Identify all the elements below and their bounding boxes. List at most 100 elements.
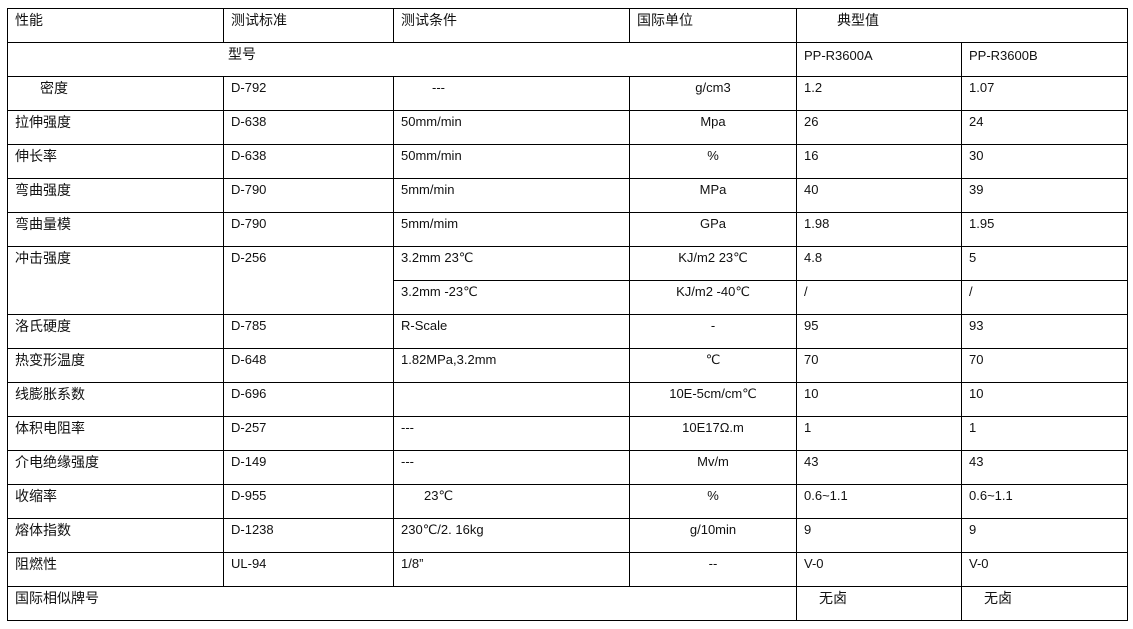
unit-cell: % [629,484,797,519]
standard-cell: D-955 [223,484,394,519]
property-cell: 介电绝缘强度 [7,450,224,485]
condition-cell: 50mm/min [393,144,630,179]
value-a-cell: 9 [796,518,962,553]
value-a-cell: 10 [796,382,962,417]
value-a-cell: 1.98 [796,212,962,247]
value-b-cell: 93 [961,314,1128,349]
unit-cell: Mv/m [629,450,797,485]
condition-cell: --- [393,450,630,485]
value-b-cell: 24 [961,110,1128,145]
table-row: 冲击强度 D-256 3.2mm 23℃ KJ/m2 23℃ 4.8 5 [7,246,1128,315]
value-b-cell: 5 [961,246,1128,281]
table-row: 收缩率 D-955 23℃% 0.6~1.1 0.6~1.1 [7,484,1128,519]
value-b-cell: 1 [961,416,1128,451]
value-b-cell: 10 [961,382,1128,417]
value-a-cell: V-0 [796,552,962,587]
value-a-cell: 43 [796,450,962,485]
table-row: 介电绝缘强度 D-149 --- Mv/m 43 43 [7,450,1128,485]
condition-cell: 1/8” [393,552,630,587]
property-cell: 冲击强度 [7,246,224,315]
condition-cell: 230℃/2. 16kg [393,518,630,553]
similar-grade-b: 无卤 [961,586,1128,621]
unit-cell: KJ/m2 23℃ [629,246,797,281]
condition-cell: R-Scale [393,314,630,349]
property-cell: 弯曲量模 [7,212,224,247]
standard-cell: D-638 [223,144,394,179]
table-row: 密度 D-792 --- g/cm3 1.2 1.07 [7,76,1128,111]
similar-grade-label: 国际相似牌号 [7,586,797,621]
value-a-cell: 16 [796,144,962,179]
value-a-cell: 95 [796,314,962,349]
unit-cell: GPa [629,212,797,247]
standard-cell: D-149 [223,450,394,485]
standard-cell: D-257 [223,416,394,451]
property-cell: 收缩率 [7,484,224,519]
standard-cell: D-790 [223,212,394,247]
table-row: 伸长率 D-638 50mm/min% 16 30 [7,144,1128,179]
unit-cell: g/cm3 [629,76,797,111]
value-b-cell: 1.07 [961,76,1128,111]
property-cell: 弯曲强度 [7,178,224,213]
unit-cell: MPa [629,178,797,213]
table-row: 热变形温度 D-648 1.82MPa,3.2mm ℃ 70 70 [7,348,1128,383]
header-property: 性能 [7,8,224,43]
standard-cell: D-638 [223,110,394,145]
standard-cell: D-696 [223,382,394,417]
model-b: PP-R3600B [961,42,1128,77]
condition-cell: 1.82MPa,3.2mm [393,348,630,383]
table-row: 阻燃性 UL-94 1/8” -- V-0 V-0 [7,552,1128,587]
standard-cell: D-648 [223,348,394,383]
value-a-cell: / [796,280,962,315]
table-row: 弯曲量模 D-790 5mm/mim GPa 1.98 1.95 [7,212,1128,247]
value-a-cell: 0.6~1.1 [796,484,962,519]
condition-cell [393,382,630,417]
unit-cell: g/10min [629,518,797,553]
model-a: PP-R3600A [796,42,962,77]
unit-cell: - [629,314,797,349]
unit-cell: % [629,144,797,179]
value-b-cell: 1.95 [961,212,1128,247]
condition-cell: 3.2mm -23℃ [393,280,630,315]
value-b-cell: 30 [961,144,1128,179]
table-row: 弯曲强度 D-790 5mm/min MPa 40 39 [7,178,1128,213]
similar-grade-a: 无卤 [796,586,962,621]
value-a-cell: 4.8 [796,246,962,281]
condition-cell: 3.2mm 23℃ [393,246,630,281]
table-row: 线膨胀系数 D-696 10E-5cm/cm℃ 10 10 [7,382,1128,417]
unit-cell: 10E17Ω.m [629,416,797,451]
unit-cell: 10E-5cm/cm℃ [629,382,797,417]
header-standard: 测试标准 [223,8,394,43]
value-a-cell: 40 [796,178,962,213]
property-cell: 热变形温度 [7,348,224,383]
standard-cell: UL-94 [223,552,394,587]
table-row: 拉伸强度 D-638 50mm/min Mpa 26 24 [7,110,1128,145]
properties-table: 性能 测试标准 测试条件 国际单位 典型值 型号 PP-R3600A PP-R3… [7,8,1128,621]
standard-cell: D-790 [223,178,394,213]
value-a-cell: 1 [796,416,962,451]
property-cell: 阻燃性 [7,552,224,587]
value-b-cell: 70 [961,348,1128,383]
value-b-cell: 43 [961,450,1128,485]
unit-cell: KJ/m2 -40℃ [629,280,797,315]
value-b-cell: 39 [961,178,1128,213]
unit-cell: -- [629,552,797,587]
property-cell: 体积电阻率 [7,416,224,451]
value-b-cell: / [961,280,1128,315]
property-cell: 拉伸强度 [7,110,224,145]
value-b-cell: 0.6~1.1 [961,484,1128,519]
standard-cell: D-256 [223,246,394,315]
unit-cell: ℃ [629,348,797,383]
property-cell: 密度 [7,76,224,111]
value-a-cell: 70 [796,348,962,383]
table-row: 熔体指数 D-1238 230℃/2. 16kg g/10min 9 9 [7,518,1128,553]
condition-cell: --- [393,416,630,451]
table-row: 洛氏硬度 D-785 R-Scale -95 93 [7,314,1128,349]
property-cell: 熔体指数 [7,518,224,553]
condition-cell: 50mm/min [393,110,630,145]
header-row: 性能 测试标准 测试条件 国际单位 典型值 [7,8,1128,43]
value-b-cell: 9 [961,518,1128,553]
property-cell: 伸长率 [7,144,224,179]
condition-cell: --- [393,76,630,111]
standard-cell: D-792 [223,76,394,111]
unit-cell: Mpa [629,110,797,145]
